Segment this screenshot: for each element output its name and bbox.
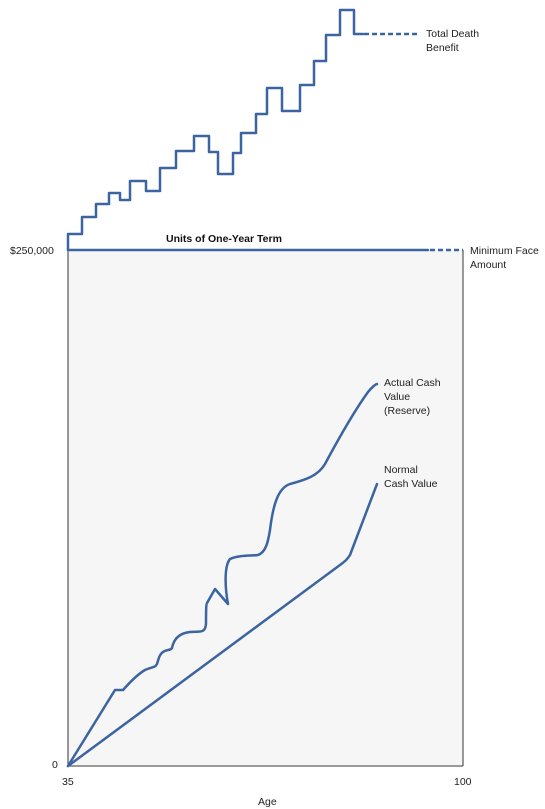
- plot-panel: [68, 250, 463, 765]
- actual-cash-value-curve: [66, 382, 379, 768]
- actual-cash-value-label: Actual Cash Value (Reserve): [384, 377, 444, 417]
- minimum-face-amount-label: Minimum Face Amount: [470, 245, 542, 271]
- total-death-benefit-label: Total Death Benefit: [426, 28, 482, 54]
- y-tick-0: 0: [52, 759, 58, 771]
- x-axis-label: Age: [258, 796, 277, 808]
- x-tick-100: 100: [454, 776, 472, 788]
- normal-cash-value-line: [66, 482, 379, 768]
- total-death-benefit-line: [66, 8, 365, 252]
- y-tick-250000: $250,000: [10, 245, 54, 257]
- x-tick-35: 35: [62, 776, 74, 788]
- normal-cash-value-label: Normal Cash Value: [384, 464, 438, 490]
- units-term-label: Units of One-Year Term: [166, 233, 282, 245]
